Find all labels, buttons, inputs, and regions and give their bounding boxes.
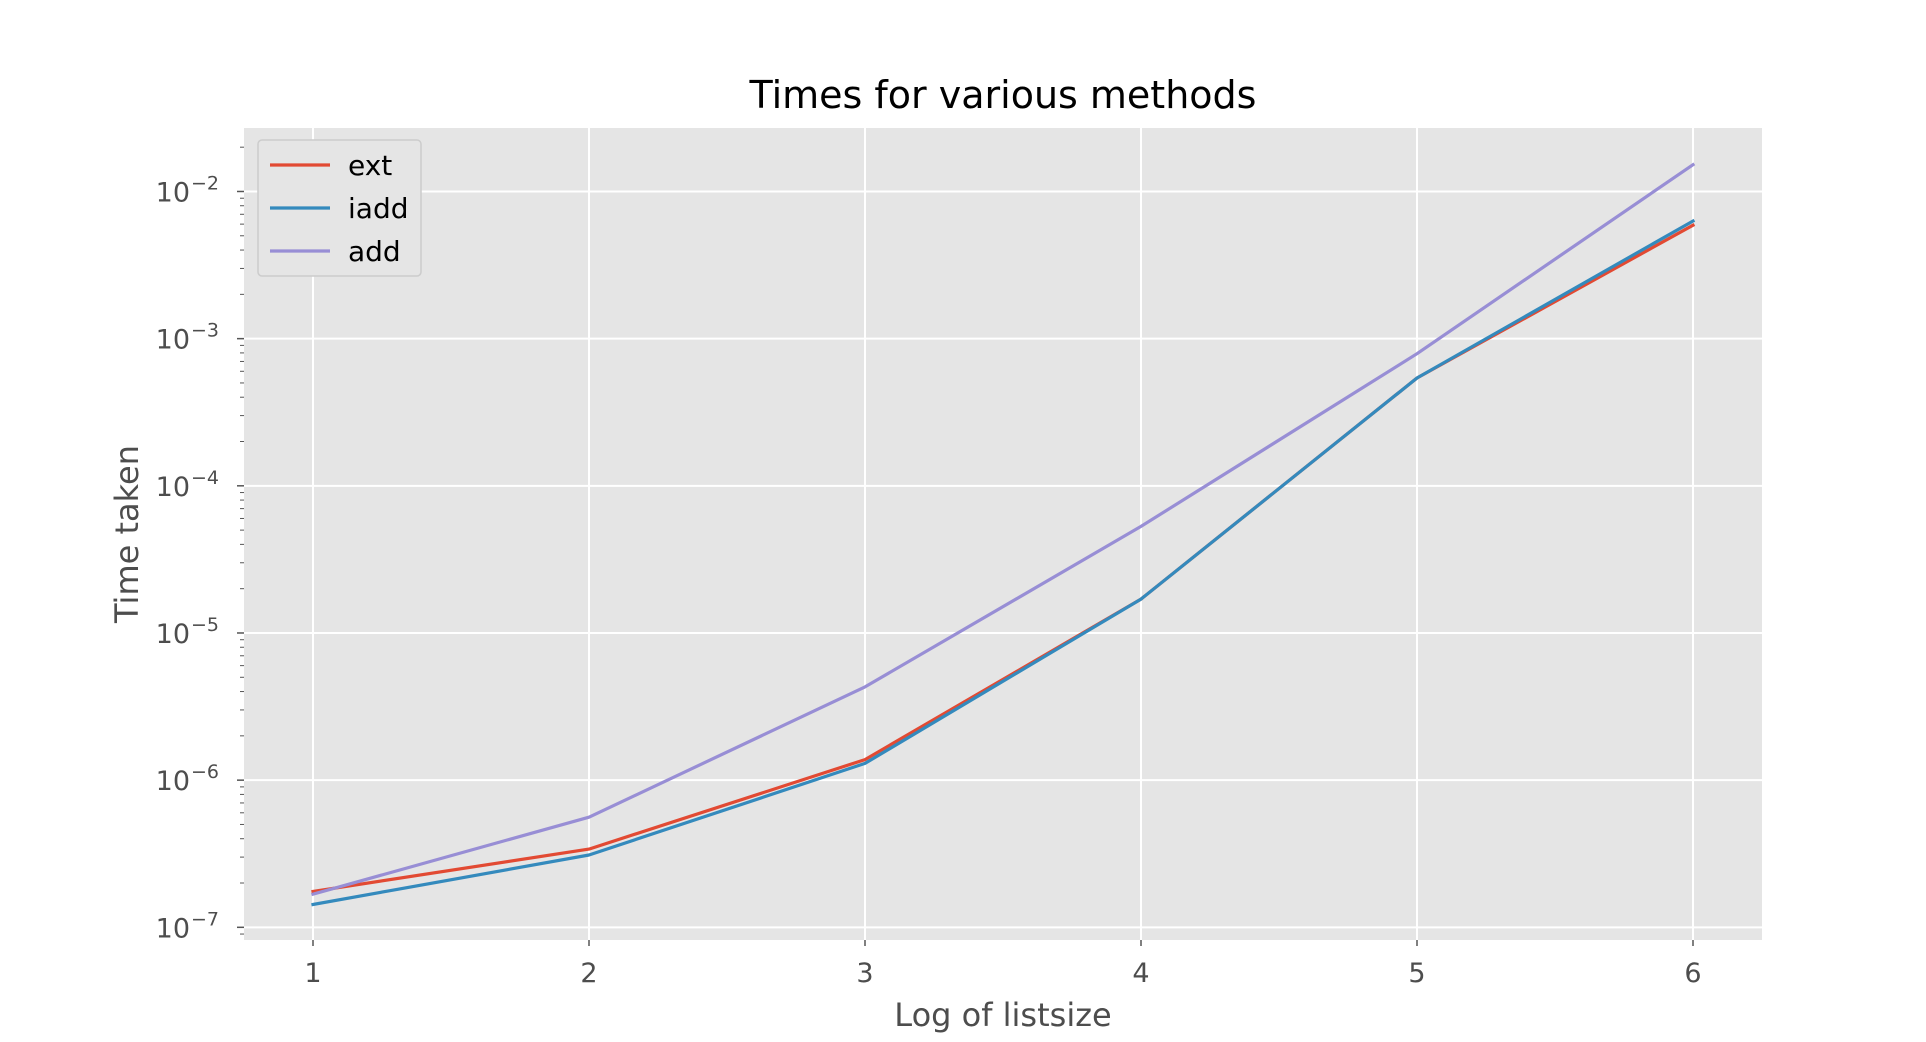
- x-tick-label: 6: [1684, 958, 1701, 989]
- y-tick-base: 10: [156, 472, 190, 503]
- y-axis-label: Time taken: [108, 445, 146, 624]
- y-tick-label: 10: [156, 472, 190, 503]
- legend-label-add: add: [348, 235, 401, 268]
- y-tick-exponent: −6: [191, 761, 219, 783]
- y-tick-exponent: −2: [191, 172, 219, 194]
- chart-title: Times for various methods: [749, 73, 1257, 117]
- x-tick-label: 2: [580, 958, 597, 989]
- minor-ticks: [237, 146, 1694, 946]
- tick-labels: 1 2 3 4 5 610−710−610−510−410−310−2: [156, 172, 1702, 989]
- y-tick-label: 10: [156, 766, 190, 797]
- y-tick-label: 10: [156, 913, 190, 944]
- series-line-add: [311, 162, 1696, 897]
- x-tick-label: 3: [856, 958, 873, 989]
- grid: [244, 128, 1762, 940]
- y-tick-exponent: −3: [191, 320, 219, 342]
- y-tick-base: 10: [156, 766, 190, 797]
- y-tick-exponent: −4: [191, 467, 219, 489]
- x-tick-label: 1: [304, 958, 321, 989]
- x-tick-label: 4: [1132, 958, 1149, 989]
- x-tick-label: 5: [1408, 958, 1425, 989]
- y-tick-base: 10: [156, 913, 190, 944]
- y-tick-base: 10: [156, 325, 190, 356]
- x-axis-label: Log of listsize: [894, 996, 1111, 1034]
- series-line-iadd: [311, 218, 1696, 907]
- legend-label-ext: ext: [348, 149, 392, 182]
- legend-label-iadd: iadd: [348, 192, 408, 225]
- y-tick-exponent: −5: [191, 614, 219, 636]
- plot-area: [244, 128, 1762, 940]
- y-tick-base: 10: [156, 177, 190, 208]
- legend-box: [257, 139, 422, 277]
- y-tick-label: 10: [156, 619, 190, 650]
- series-lines: [311, 162, 1696, 907]
- y-tick-label: 10: [156, 177, 190, 208]
- legend: ext iadd add: [257, 139, 422, 277]
- y-tick-exponent: −7: [191, 908, 219, 930]
- y-tick-label: 10: [156, 325, 190, 356]
- y-tick-base: 10: [156, 619, 190, 650]
